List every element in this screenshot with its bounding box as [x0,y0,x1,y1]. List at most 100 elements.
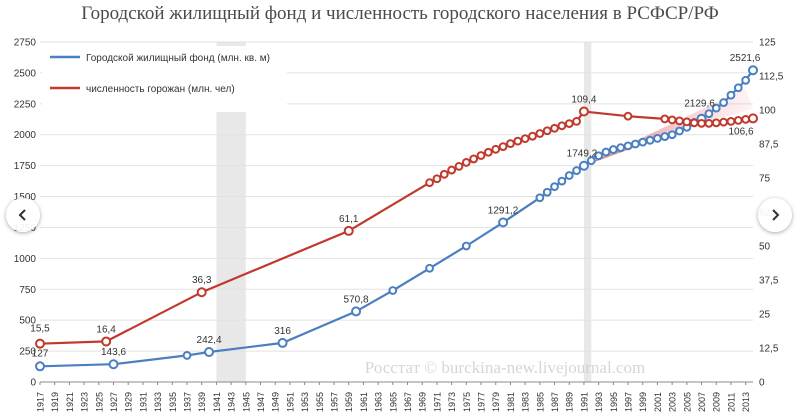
x-tick-label-2: 1921 [65,392,75,412]
x-tick-label-7: 1931 [138,392,148,412]
x-tick-label-23: 1963 [374,392,384,412]
series-0-point-2000 [645,135,655,145]
y-right-tick-6: 75 [759,174,771,185]
y-right-tick-2: 25 [759,310,771,321]
series-0-point-1992 [586,156,596,166]
x-tick-label-3: 1923 [80,392,90,412]
series-1-point-1939 [196,287,207,298]
x-tick-label-31: 1979 [491,392,501,412]
series-1-point-1977 [476,151,486,160]
y-left-tick-9: 2250 [14,99,37,110]
data-label-6: 1749,2 [567,149,598,160]
series-0-point-1937 [182,351,192,360]
series-0-point-1994 [601,147,611,157]
x-tick-label-47: 2011 [726,393,736,412]
x-tick-label-43: 2003 [668,392,678,412]
x-tick-label-11: 1939 [197,392,207,412]
data-label-11: 36,3 [192,275,212,286]
y-right-tick-4: 50 [759,242,771,253]
prev-slide-button[interactable] [6,198,40,232]
x-tick-label-13: 1943 [227,392,237,412]
data-label-1: 143,6 [101,347,126,358]
series-lines [39,69,754,368]
y-left-tick-6: 1500 [14,192,37,203]
next-slide-button[interactable] [758,198,792,232]
series-0-point-1995 [608,145,618,154]
series-1-point-2014 [748,113,758,124]
series-1-point-1985 [535,129,545,138]
series-line-0 [39,69,754,368]
series-1-point-1997 [623,111,633,121]
series-0-point-2014 [748,65,758,76]
x-tick-label-14: 1945 [241,392,251,412]
series-1-point-1974 [454,161,464,171]
data-label-8: 2521,6 [730,53,761,64]
series-1-point-1982 [513,136,523,146]
series-markers [35,65,758,372]
series-0-point-1975 [461,241,471,251]
x-tick-label-41: 1999 [638,392,648,412]
y-right-tick-0: 0 [759,378,765,389]
x-axis: 1917 1919 1921 1923 1925 1927 1929 1931 1933 1935… [36,382,751,412]
series-1-point-1972 [439,169,449,179]
x-tick-label-44: 2005 [682,392,692,412]
x-tick-label-8: 1933 [153,392,163,412]
y-left-tick-10: 2500 [14,68,37,79]
series-1-point-1970 [425,178,434,188]
watermark: Росстат © burckina-new.livejournal.com [365,358,645,377]
x-tick-label-46: 2009 [712,392,722,412]
y-left-tick-8: 2000 [14,130,37,141]
series-1-point-1984 [528,131,537,141]
series-1-point-2008 [704,118,714,128]
series-1-point-1981 [506,139,515,149]
x-tick-label-29: 1975 [462,392,472,412]
x-tick-label-0: 1917 [36,392,46,412]
gap-wedges [209,88,753,353]
legend-label-housing: Городской жилищный фонд (млн. кв. м) [86,52,270,64]
series-0-point-1991 [578,160,589,171]
series-0-point-1927 [108,359,119,370]
y-left-tick-4: 1000 [14,254,37,265]
x-tick-label-20: 1957 [330,392,340,412]
series-1-point-1988 [557,121,567,131]
chevron-left-icon [18,209,26,221]
series-1-point-1983 [520,134,530,144]
series-0-point-1970 [425,263,434,273]
series-1-point-1917 [35,338,45,349]
series-0-point-2002 [660,132,670,141]
series-1-point-1990 [572,116,581,126]
x-tick-label-32: 1981 [506,392,516,412]
y-right-tick-10: 125 [759,38,776,49]
x-tick-label-18: 1953 [300,392,310,412]
data-label-3: 316 [274,326,291,337]
chart-title: Городской жилищный фонд и численность го… [81,3,719,24]
y-right-tick-9: 112,5 [759,72,784,83]
x-tick-label-30: 1977 [477,392,487,412]
series-1-point-2010 [719,117,728,127]
series-1-point-2009 [711,118,721,128]
series-0-point-2013 [741,75,751,85]
x-tick-label-16: 1949 [271,392,281,412]
x-tick-label-10: 1937 [183,392,193,412]
series-0-point-1940 [204,347,215,358]
series-0-point-2011 [726,90,736,100]
x-tick-label-33: 1983 [521,392,531,412]
series-1-point-1973 [447,165,457,175]
series-1-point-2002 [660,114,670,124]
y-right-tick-3: 37,5 [759,276,779,287]
x-tick-label-45: 2007 [697,392,707,412]
x-tick-label-5: 1927 [109,392,119,412]
x-tick-label-36: 1989 [565,392,575,412]
data-labels: 127 143,6 242,4 316 570,8 1291,2 1749,2 2129,6 2… [30,53,760,359]
x-tick-label-26: 1969 [418,392,428,412]
series-0-point-2004 [675,126,684,136]
series-0-point-2001 [653,134,662,143]
series-0-point-1996 [616,143,626,153]
series-0-point-1980 [498,217,509,228]
series-1-point-1987 [550,123,559,133]
y-right-tick-7: 87,5 [759,140,779,151]
x-tick-label-21: 1959 [344,392,354,412]
x-tick-label-9: 1935 [168,392,178,412]
y-left-tick-11: 2750 [14,38,37,49]
